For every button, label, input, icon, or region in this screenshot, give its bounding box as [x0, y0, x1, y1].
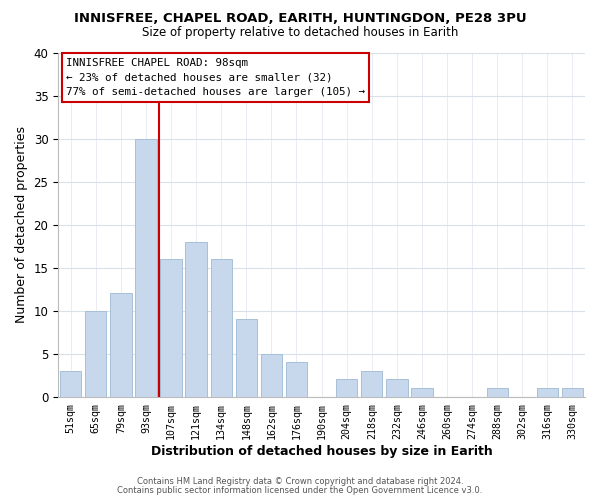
- Text: Contains HM Land Registry data © Crown copyright and database right 2024.: Contains HM Land Registry data © Crown c…: [137, 477, 463, 486]
- Text: INNISFREE CHAPEL ROAD: 98sqm
← 23% of detached houses are smaller (32)
77% of se: INNISFREE CHAPEL ROAD: 98sqm ← 23% of de…: [66, 58, 365, 98]
- Bar: [185, 242, 207, 396]
- Bar: [411, 388, 433, 396]
- Bar: [286, 362, 307, 396]
- Bar: [537, 388, 558, 396]
- Bar: [261, 354, 282, 397]
- Bar: [361, 371, 382, 396]
- Bar: [110, 294, 131, 397]
- Bar: [336, 380, 358, 396]
- Text: Contains public sector information licensed under the Open Government Licence v3: Contains public sector information licen…: [118, 486, 482, 495]
- Text: INNISFREE, CHAPEL ROAD, EARITH, HUNTINGDON, PE28 3PU: INNISFREE, CHAPEL ROAD, EARITH, HUNTINGD…: [74, 12, 526, 26]
- Bar: [211, 259, 232, 396]
- Bar: [487, 388, 508, 396]
- Bar: [85, 310, 106, 396]
- Bar: [160, 259, 182, 396]
- Bar: [60, 371, 82, 396]
- Bar: [386, 380, 407, 396]
- Text: Size of property relative to detached houses in Earith: Size of property relative to detached ho…: [142, 26, 458, 39]
- X-axis label: Distribution of detached houses by size in Earith: Distribution of detached houses by size …: [151, 444, 493, 458]
- Bar: [562, 388, 583, 396]
- Bar: [135, 138, 157, 396]
- Y-axis label: Number of detached properties: Number of detached properties: [15, 126, 28, 323]
- Bar: [236, 320, 257, 396]
